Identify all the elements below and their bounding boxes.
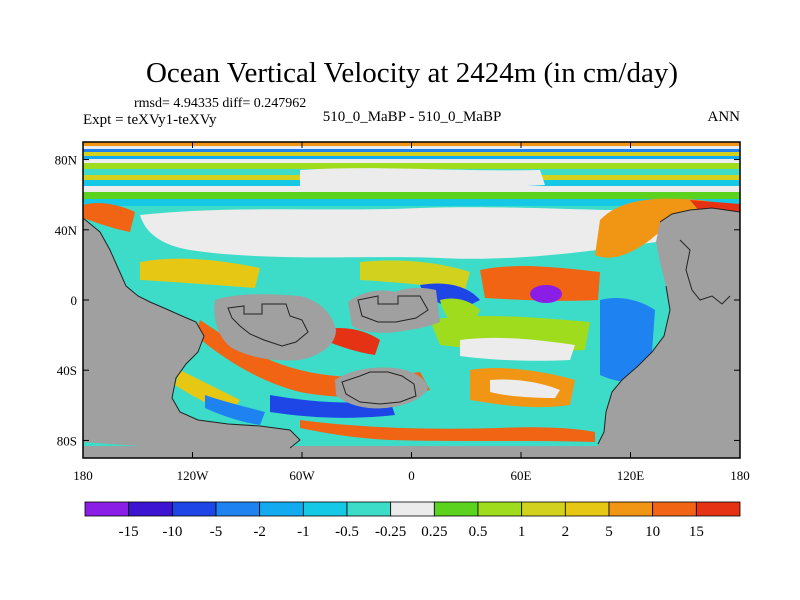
chart-title: Ocean Vertical Velocity at 2424m (in cm/… xyxy=(146,57,678,89)
colorbar-label: 5 xyxy=(605,524,613,540)
colorbar-label: -10 xyxy=(162,524,182,540)
colorbar-swatch xyxy=(128,501,173,517)
colorbar-swatch xyxy=(346,501,392,517)
field-band xyxy=(83,192,740,199)
colorbar-label: -2 xyxy=(253,524,266,540)
field-band xyxy=(83,199,740,206)
land-mass xyxy=(598,208,740,458)
x-tick-label: 120E xyxy=(617,468,645,483)
field-patch-warm xyxy=(300,420,595,442)
colorbar-swatch xyxy=(390,501,435,517)
x-tick-label: 60E xyxy=(511,468,532,483)
colorbar-label: -0.5 xyxy=(335,524,359,540)
experiment-label: Expt = teXVy1-teXVy xyxy=(83,112,217,128)
coastline xyxy=(341,371,417,405)
field-patch-cold xyxy=(600,298,655,383)
field-band xyxy=(83,149,740,152)
y-tick-label: 40S xyxy=(57,363,77,378)
colorbar-label: 10 xyxy=(645,524,660,540)
field-band xyxy=(83,152,740,156)
field-patch-white xyxy=(490,379,560,398)
colorbar-swatch xyxy=(171,501,217,517)
land-mass xyxy=(214,294,336,361)
land-mass xyxy=(83,218,300,452)
coastline xyxy=(357,295,429,323)
y-tick-label: 0 xyxy=(71,293,78,308)
field-patch-cold xyxy=(530,285,562,303)
colorbar: -15 -10 -5 -2 -1 -0.5 -0.25 0.25 0.5 1 2 5 10 15 xyxy=(84,501,741,540)
colorbar-label: -0.25 xyxy=(375,524,406,540)
colorbar-label: 1 xyxy=(518,524,526,540)
y-tick-label: 40N xyxy=(55,223,78,238)
field-patch-white xyxy=(140,207,670,259)
x-tick-label: 60W xyxy=(289,468,315,483)
colorbar-swatch xyxy=(84,501,130,517)
field-band xyxy=(83,186,740,192)
season-label: ANN xyxy=(708,109,741,125)
x-tick-label: 0 xyxy=(408,468,415,483)
colorbar-swatch xyxy=(302,501,348,517)
y-tick-label: 80N xyxy=(55,153,78,168)
field-patch-warm xyxy=(480,266,600,301)
colorbar-swatch xyxy=(259,501,304,517)
colorbar-swatch xyxy=(433,501,479,517)
colorbar-label: -15 xyxy=(119,524,139,540)
field-patch-cold xyxy=(270,395,395,418)
field-band xyxy=(83,156,740,159)
land-mass xyxy=(348,287,440,333)
colorbar-label: -1 xyxy=(297,524,310,540)
colorbar-label: 0.5 xyxy=(469,524,488,540)
case-label: 510_0_MaBP - 510_0_MaBP xyxy=(323,109,502,125)
field-patch-warm xyxy=(360,260,470,290)
field-patch-warm xyxy=(83,202,135,232)
colorbar-swatch xyxy=(608,501,654,517)
field-patch-warm xyxy=(440,298,480,330)
map-plot xyxy=(83,142,740,458)
colorbar-swatch xyxy=(215,501,261,517)
field-band xyxy=(83,163,740,169)
coastline xyxy=(227,303,309,347)
colorbar-label: 2 xyxy=(562,524,570,540)
x-tick-label: 180 xyxy=(730,468,750,483)
y-tick-label: 80S xyxy=(57,433,77,448)
field-patch-white xyxy=(460,337,575,361)
colorbar-swatch xyxy=(477,501,523,517)
colorbar-label: 0.25 xyxy=(421,524,447,540)
field-patch-cold xyxy=(205,395,265,425)
coastline xyxy=(83,217,301,449)
stats-label: rmsd= 4.94335 diff= 0.247962 xyxy=(134,96,306,111)
colorbar-swatch xyxy=(564,501,610,517)
colorbar-swatch xyxy=(695,501,741,517)
coastline xyxy=(597,207,740,445)
axis-ticks: 180 120W 60W 0 60E 120E 180 80N 40N 0 40S 80S xyxy=(55,142,750,483)
field-patch-warm xyxy=(140,258,260,288)
field-patch-white xyxy=(300,168,545,188)
colorbar-label: -5 xyxy=(210,524,223,540)
field-band xyxy=(83,159,740,163)
x-tick-label: 120W xyxy=(177,468,210,483)
colorbar-label: 15 xyxy=(689,524,704,540)
colorbar-swatch xyxy=(652,501,697,517)
x-tick-label: 180 xyxy=(73,468,93,483)
colorbar-swatch xyxy=(521,501,566,517)
coastline xyxy=(679,239,731,305)
